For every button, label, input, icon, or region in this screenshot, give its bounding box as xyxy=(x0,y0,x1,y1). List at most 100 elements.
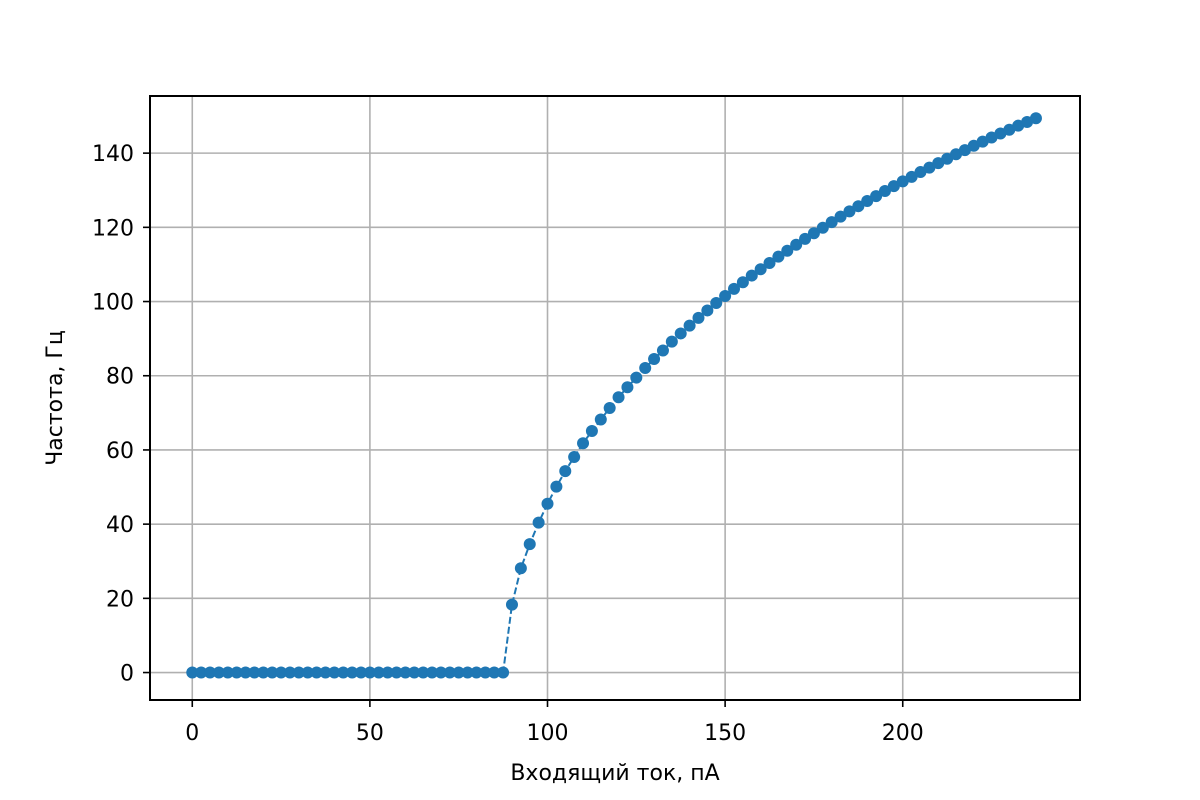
data-point xyxy=(594,413,607,426)
data-point xyxy=(195,666,208,679)
data-series xyxy=(186,112,1042,679)
data-point xyxy=(719,289,732,302)
data-point xyxy=(390,666,403,679)
data-point xyxy=(870,190,883,203)
y-tick-label: 0 xyxy=(120,662,134,687)
data-point xyxy=(257,666,270,679)
data-point xyxy=(337,666,350,679)
data-point xyxy=(186,666,199,679)
data-point xyxy=(550,480,563,493)
y-tick-label: 140 xyxy=(92,142,134,167)
data-point xyxy=(221,666,234,679)
data-point xyxy=(283,666,296,679)
data-point xyxy=(408,666,421,679)
data-point xyxy=(239,666,252,679)
data-point xyxy=(434,666,447,679)
data-point xyxy=(861,194,874,207)
y-tick-label: 120 xyxy=(92,216,134,241)
data-point xyxy=(932,157,945,170)
data-point xyxy=(212,666,225,679)
data-point xyxy=(745,269,758,282)
data-point xyxy=(621,381,634,394)
data-point xyxy=(355,666,368,679)
data-point xyxy=(230,666,243,679)
data-point xyxy=(559,465,572,478)
x-tick-label: 200 xyxy=(882,721,924,746)
data-point xyxy=(532,516,545,529)
data-point xyxy=(825,216,838,229)
data-point xyxy=(701,304,714,317)
data-point xyxy=(754,263,767,276)
data-point xyxy=(674,327,687,340)
data-point xyxy=(816,221,829,234)
data-point xyxy=(807,227,820,240)
data-point xyxy=(905,170,918,183)
y-tick-label: 100 xyxy=(92,291,134,316)
data-point xyxy=(204,666,217,679)
data-point xyxy=(781,244,794,257)
data-point xyxy=(639,361,652,374)
data-point xyxy=(568,450,581,463)
data-point xyxy=(488,666,501,679)
data-point xyxy=(887,180,900,193)
data-point xyxy=(328,666,341,679)
data-point xyxy=(292,666,305,679)
y-tick-label: 80 xyxy=(106,365,134,390)
data-point xyxy=(497,666,510,679)
data-point xyxy=(710,297,723,310)
data-point xyxy=(426,666,439,679)
data-point xyxy=(852,200,865,213)
data-point xyxy=(363,666,376,679)
data-point xyxy=(692,311,705,324)
data-point xyxy=(346,666,359,679)
data-point xyxy=(585,425,598,438)
y-tick-label: 20 xyxy=(106,587,134,612)
data-point xyxy=(763,256,776,269)
data-point xyxy=(914,166,927,179)
data-point xyxy=(736,276,749,289)
data-point xyxy=(656,344,669,357)
y-axis-label: Частота, Гц xyxy=(43,330,68,466)
data-point xyxy=(941,152,954,165)
data-point xyxy=(248,666,261,679)
data-point xyxy=(577,437,590,450)
data-point xyxy=(772,250,785,263)
data-point xyxy=(683,319,696,332)
data-point xyxy=(470,666,483,679)
x-axis-label: Входящий ток, пА xyxy=(510,761,719,786)
data-point xyxy=(523,538,536,551)
data-point xyxy=(896,175,909,188)
data-point xyxy=(843,205,856,218)
data-point xyxy=(799,232,812,245)
y-tick-label: 40 xyxy=(106,513,134,538)
data-point xyxy=(603,402,616,415)
data-point xyxy=(665,335,678,348)
data-point xyxy=(275,666,288,679)
data-point xyxy=(790,238,803,251)
data-point xyxy=(612,391,625,404)
y-tick-label: 60 xyxy=(106,439,134,464)
data-point xyxy=(630,371,643,384)
data-point xyxy=(461,666,474,679)
data-point xyxy=(443,666,456,679)
plot-frame xyxy=(149,95,1081,701)
data-point xyxy=(310,666,323,679)
data-point xyxy=(301,666,314,679)
x-tick-label: 0 xyxy=(185,721,199,746)
data-point xyxy=(648,353,661,366)
data-point xyxy=(452,666,465,679)
x-tick-label: 100 xyxy=(527,721,569,746)
data-point xyxy=(834,210,847,223)
x-tick-label: 50 xyxy=(356,721,384,746)
data-point xyxy=(728,282,741,295)
data-point xyxy=(372,666,385,679)
data-point xyxy=(958,144,971,157)
data-point xyxy=(399,666,412,679)
data-point xyxy=(479,666,492,679)
data-point xyxy=(923,161,936,174)
data-point xyxy=(381,666,394,679)
data-point xyxy=(1029,112,1042,125)
axis-ticks: 0 50 100 150 200 0 20 40 60 80 100 120 140 xyxy=(92,142,924,746)
data-point xyxy=(514,562,527,575)
